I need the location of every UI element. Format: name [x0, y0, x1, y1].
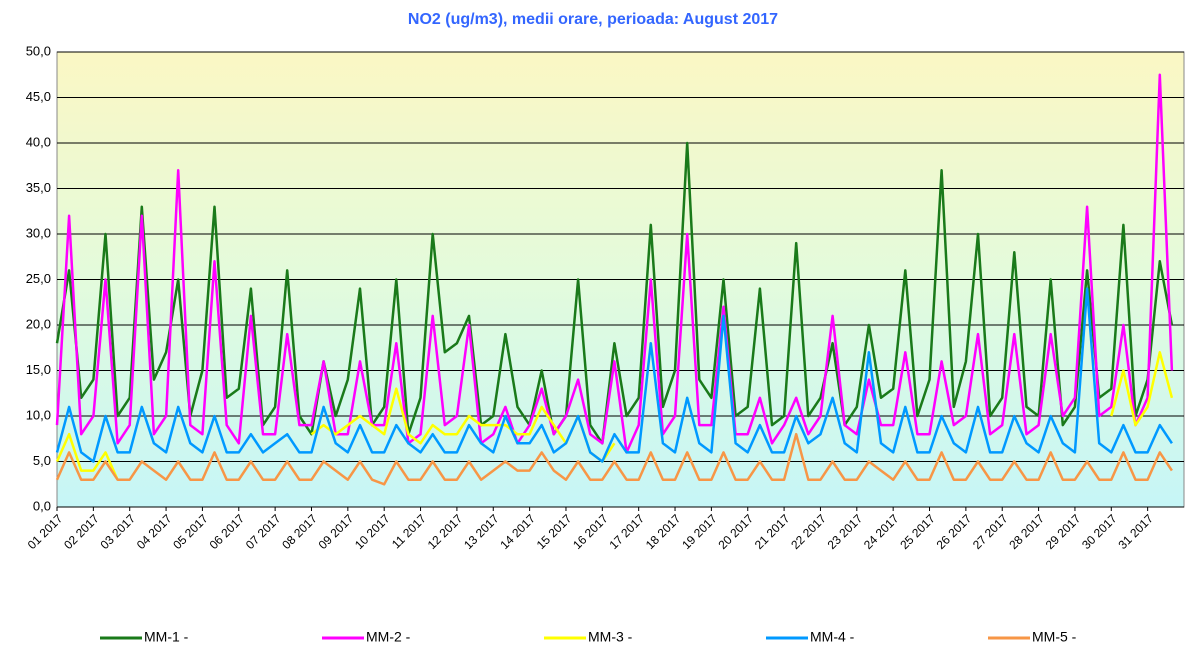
x-tick-label: 19 2017 [679, 511, 720, 552]
x-tick-label: 01 2017 [25, 511, 66, 552]
y-tick-label: 5,0 [33, 453, 51, 468]
series-line [55, 141, 1174, 445]
y-tick-label: 10,0 [26, 407, 51, 422]
x-tick-label: 08 2017 [279, 511, 320, 552]
x-tick-label: 10 2017 [352, 511, 393, 552]
y-tick-label: 35,0 [26, 180, 51, 195]
legend-label: MM-4 - [810, 629, 855, 645]
legend-label: MM-1 - [144, 629, 189, 645]
x-tick-label: 18 2017 [643, 511, 684, 552]
x-tick-label: 11 2017 [389, 511, 429, 551]
series-line [55, 73, 1174, 454]
x-tick-label: 16 2017 [570, 511, 611, 552]
x-tick-label: 12 2017 [425, 511, 466, 552]
series-line [55, 287, 1173, 463]
x-tick-label: 07 2017 [243, 511, 284, 552]
legend-label: MM-5 - [1032, 629, 1077, 645]
x-tick-label: 21 2017 [752, 511, 793, 552]
y-tick-label: 15,0 [26, 362, 51, 377]
series-line [55, 351, 1174, 481]
x-tick-label: 02 2017 [61, 511, 102, 552]
x-tick-label: 25 2017 [897, 511, 938, 552]
y-tick-label: 20,0 [26, 316, 51, 331]
x-tick-label: 29 2017 [1043, 511, 1084, 552]
series-line [55, 432, 1173, 486]
x-tick-label: 05 2017 [170, 511, 211, 552]
chart-title: NO2 (ug/m3), medii orare, perioada: Augu… [408, 11, 778, 28]
y-tick-label: 0,0 [33, 498, 51, 513]
x-tick-label: 23 2017 [825, 511, 866, 552]
x-tick-label: 24 2017 [861, 511, 902, 552]
x-tick-label: 03 2017 [97, 511, 138, 552]
x-tick-label: 20 2017 [716, 511, 757, 552]
x-tick-label: 30 2017 [1079, 511, 1120, 552]
x-tick-label: 31 2017 [1115, 511, 1156, 552]
x-tick-label: 22 2017 [788, 511, 829, 552]
y-tick-label: 30,0 [26, 225, 51, 240]
x-tick-label: 15 2017 [534, 511, 575, 552]
x-tick-label: 14 2017 [497, 511, 538, 552]
legend-label: MM-3 - [588, 629, 633, 645]
y-tick-label: 45,0 [26, 89, 51, 104]
x-tick-label: 17 2017 [606, 511, 647, 552]
x-tick-label: 04 2017 [134, 511, 175, 552]
legend-label: MM-2 - [366, 629, 411, 645]
x-tick-label: 13 2017 [461, 511, 502, 552]
x-tick-label: 28 2017 [1006, 511, 1047, 552]
x-tick-label: 09 2017 [316, 511, 357, 552]
y-tick-label: 40,0 [26, 134, 51, 149]
x-tick-label: 27 2017 [970, 511, 1011, 552]
x-tick-label: 26 2017 [934, 511, 975, 552]
x-tick-label: 06 2017 [207, 511, 248, 552]
y-tick-label: 50,0 [26, 43, 51, 58]
y-tick-label: 25,0 [26, 271, 51, 286]
